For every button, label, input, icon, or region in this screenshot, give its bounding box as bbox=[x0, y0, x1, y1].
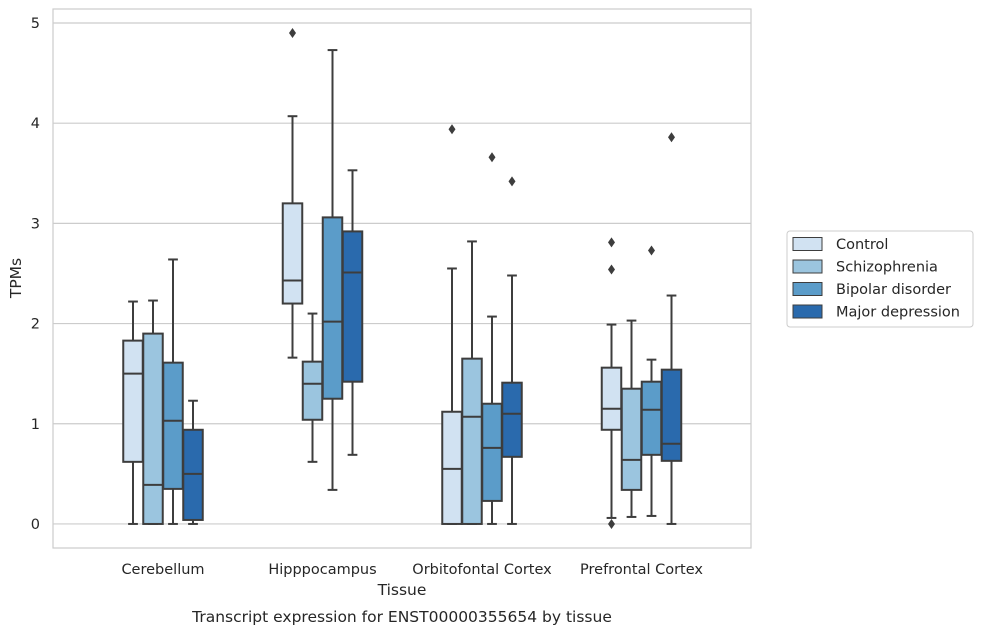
outlier-marker bbox=[488, 152, 496, 163]
outlier-marker bbox=[508, 176, 516, 187]
x-tick-label: Cerebellum bbox=[121, 562, 204, 578]
outlier-marker bbox=[608, 237, 615, 248]
box-group bbox=[441, 124, 463, 525]
box-iqr bbox=[162, 361, 184, 490]
box-group bbox=[182, 399, 204, 525]
outlier-marker bbox=[289, 28, 296, 39]
y-tick-label: 4 bbox=[31, 116, 40, 132]
outlier-marker bbox=[648, 245, 655, 256]
box-group bbox=[301, 312, 324, 463]
legend-swatch bbox=[792, 237, 823, 251]
legend-label: Control bbox=[836, 237, 888, 253]
x-tick-label: Prefrontal Cortex bbox=[580, 562, 703, 578]
y-tick-label: 2 bbox=[31, 317, 40, 333]
outlier-marker bbox=[608, 518, 615, 529]
box-iqr bbox=[142, 332, 164, 525]
box-group bbox=[660, 132, 683, 525]
outlier-marker bbox=[668, 132, 675, 143]
box-iqr bbox=[620, 387, 643, 491]
plot-frame bbox=[52, 8, 752, 549]
box-iqr bbox=[600, 366, 623, 431]
box-iqr bbox=[281, 202, 304, 305]
legend-label: Bipolar disorder bbox=[836, 282, 951, 298]
box-group bbox=[600, 237, 623, 529]
box-group bbox=[142, 299, 164, 525]
box-group bbox=[162, 258, 184, 525]
legend-swatch bbox=[792, 259, 823, 274]
y-axis-label: TPMs bbox=[7, 258, 25, 299]
box-iqr bbox=[341, 230, 364, 383]
box-iqr bbox=[481, 402, 503, 502]
x-tick-label: Orbitofontal Cortex bbox=[412, 562, 552, 578]
box-group bbox=[461, 240, 483, 525]
box-iqr bbox=[461, 357, 483, 525]
box-group bbox=[501, 176, 523, 525]
box-group bbox=[122, 300, 144, 525]
y-tick-label: 3 bbox=[31, 216, 40, 232]
outlier-marker bbox=[608, 264, 615, 275]
box-iqr bbox=[501, 381, 523, 458]
box-iqr bbox=[182, 428, 204, 521]
box-iqr bbox=[640, 380, 663, 456]
y-tick-labels: 0 1 2 3 4 5 bbox=[31, 16, 40, 533]
box-iqr bbox=[321, 216, 344, 400]
x-tick-label: Hipppocampus bbox=[268, 562, 376, 578]
legend-swatch bbox=[792, 304, 823, 319]
legend-swatch bbox=[792, 282, 823, 296]
chart-caption: Transcript expression for ENST0000035565… bbox=[191, 608, 612, 626]
x-axis-label: Tissue bbox=[377, 581, 427, 599]
legend: Control Schizophrenia Bipolar disorder Majo… bbox=[786, 230, 974, 328]
box-iqr bbox=[122, 339, 144, 463]
box-iqr bbox=[441, 410, 463, 525]
legend-label: Major depression bbox=[836, 305, 960, 321]
legend-label: Schizophrenia bbox=[836, 260, 938, 276]
y-tick-label: 1 bbox=[31, 417, 40, 433]
boxes bbox=[122, 28, 683, 529]
box-iqr bbox=[301, 360, 324, 421]
box-iqr bbox=[660, 368, 683, 462]
box-group bbox=[341, 169, 364, 456]
box-group bbox=[481, 152, 503, 525]
y-tick-label: 0 bbox=[31, 517, 40, 533]
legend-frame bbox=[786, 230, 974, 328]
x-tick-labels: Cerebellum Hipppocampus Orbitofontal Corte… bbox=[121, 562, 703, 578]
box-group bbox=[620, 319, 643, 518]
box-group bbox=[281, 28, 304, 359]
outlier-marker bbox=[448, 124, 456, 135]
y-tick-label: 5 bbox=[31, 16, 40, 32]
box-group bbox=[640, 245, 663, 517]
